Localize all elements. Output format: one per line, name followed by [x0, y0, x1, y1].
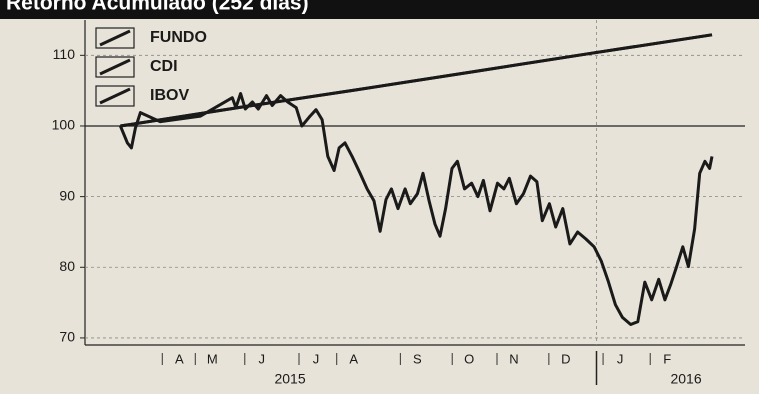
x-tick-label: S: [413, 351, 422, 366]
legend-line: [99, 58, 131, 76]
legend-label: CDI: [150, 58, 178, 75]
x-tick-label: A: [349, 351, 358, 366]
y-tick-label: 100: [52, 117, 76, 133]
x-tick-label: J: [259, 351, 266, 366]
x-tick-label: J: [313, 351, 320, 366]
y-tick-label: 90: [59, 187, 75, 203]
x-tick-label: J: [617, 351, 624, 366]
x-tick-label: O: [464, 351, 474, 366]
y-tick-label: 110: [53, 46, 76, 62]
x-tick-label: M: [207, 351, 218, 366]
title-bar: [0, 0, 759, 19]
x-tick-label: A: [175, 351, 184, 366]
chart-title: Retorno Acumulado (252 dias): [6, 0, 309, 15]
x-tick-label: F: [663, 351, 671, 366]
year-label: 2016: [670, 371, 701, 387]
year-label: 2015: [274, 371, 305, 387]
legend-label: IBOV: [150, 87, 189, 104]
series-line: [120, 33, 713, 128]
series-line: [119, 92, 714, 326]
x-tick-label: D: [561, 351, 570, 366]
y-tick-label: 70: [59, 329, 75, 345]
x-tick-label: N: [509, 351, 518, 366]
legend-line: [99, 87, 131, 105]
legend-line: [99, 29, 131, 47]
legend-label: FUNDO: [150, 29, 207, 46]
y-tick-label: 80: [59, 258, 75, 274]
